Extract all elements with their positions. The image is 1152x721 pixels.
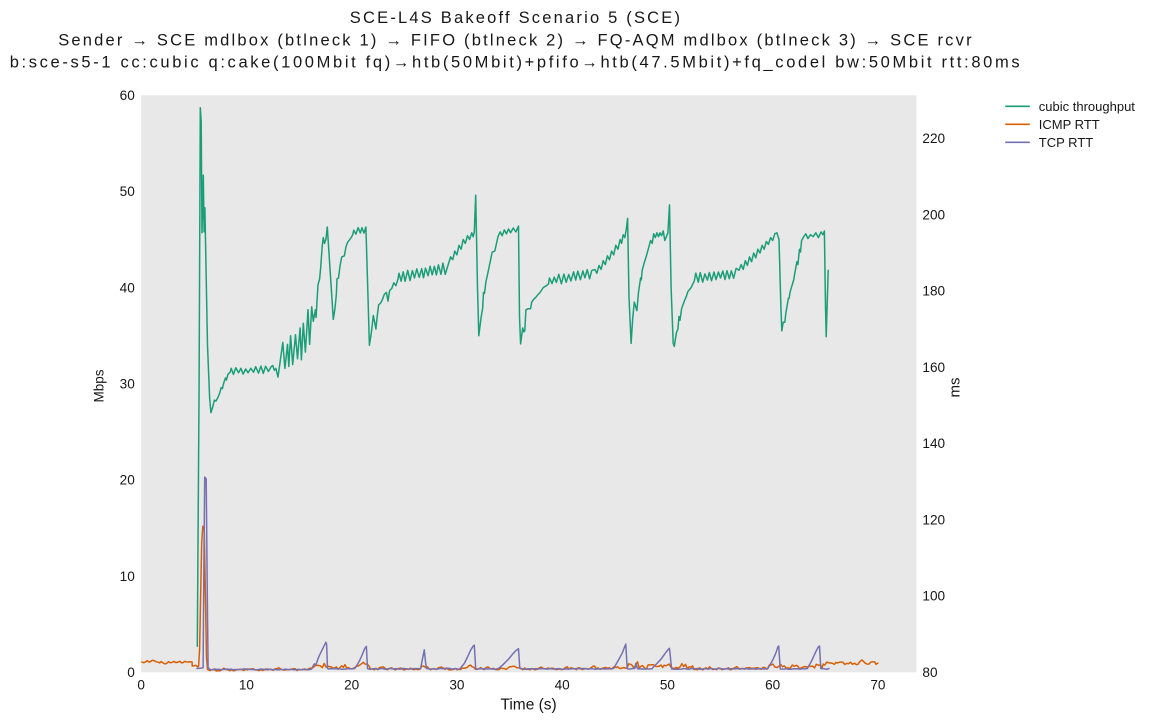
svg-text:20: 20 [120, 473, 136, 488]
svg-text:200: 200 [922, 208, 945, 223]
svg-text:50: 50 [660, 678, 676, 693]
svg-text:100: 100 [922, 589, 945, 604]
svg-text:Sender → SCE mdlbox (btlneck 1: Sender → SCE mdlbox (btlneck 1) → FIFO (… [58, 31, 974, 49]
svg-text:10: 10 [239, 678, 255, 693]
svg-text:Time (s): Time (s) [500, 696, 556, 713]
svg-text:SCE-L4S Bakeoff Scenario 5 (SC: SCE-L4S Bakeoff Scenario 5 (SCE) [350, 9, 682, 27]
svg-text:ICMP RTT: ICMP RTT [1039, 117, 1100, 132]
svg-text:40: 40 [555, 678, 571, 693]
svg-text:20: 20 [344, 678, 360, 693]
svg-text:50: 50 [120, 184, 136, 199]
svg-text:220: 220 [922, 131, 945, 146]
svg-text:120: 120 [922, 513, 945, 528]
svg-text:40: 40 [120, 280, 136, 295]
svg-text:cubic throughput: cubic throughput [1039, 99, 1136, 114]
svg-text:10: 10 [120, 569, 136, 584]
svg-text:0: 0 [127, 665, 135, 680]
svg-text:ms: ms [947, 378, 964, 398]
svg-text:Mbps: Mbps [92, 369, 107, 402]
svg-text:30: 30 [120, 377, 136, 392]
svg-text:60: 60 [120, 88, 136, 103]
svg-text:0: 0 [137, 678, 145, 693]
svg-text:140: 140 [922, 436, 945, 451]
svg-text:180: 180 [922, 284, 945, 299]
svg-text:160: 160 [922, 360, 945, 375]
svg-text:70: 70 [870, 678, 886, 693]
svg-text:TCP RTT: TCP RTT [1039, 135, 1093, 150]
svg-text:b:sce-s5-1 cc:cubic q:cake(100: b:sce-s5-1 cc:cubic q:cake(100Mbit fq)→h… [10, 54, 1023, 72]
svg-text:80: 80 [922, 665, 938, 680]
svg-text:60: 60 [765, 678, 781, 693]
svg-text:30: 30 [449, 678, 465, 693]
